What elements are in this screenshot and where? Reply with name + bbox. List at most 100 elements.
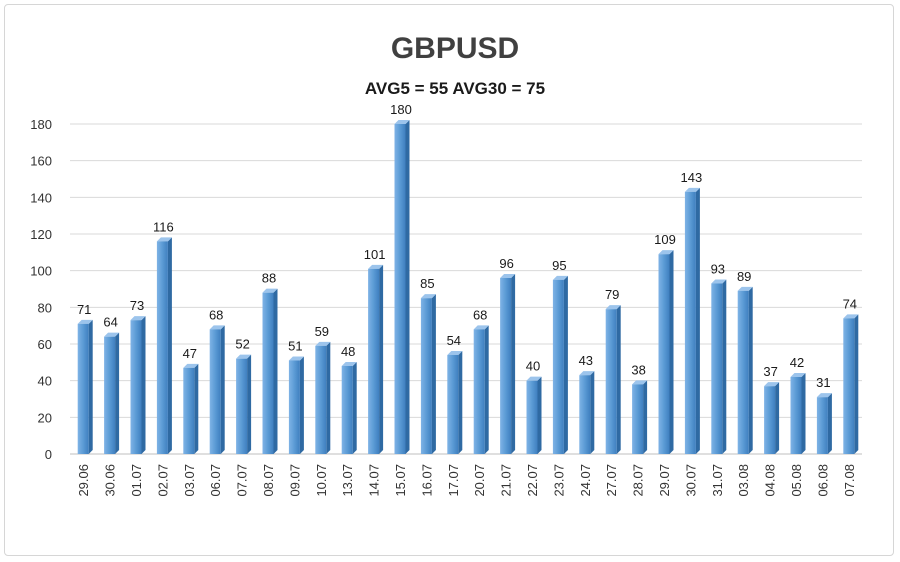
bar-front: [394, 124, 406, 454]
bar-front: [552, 279, 564, 454]
bar: [737, 286, 753, 454]
bar-side: [484, 325, 489, 454]
bar-side: [352, 362, 357, 454]
x-tick-label: 16.07: [419, 464, 434, 497]
bar: [288, 356, 304, 454]
data-label: 79: [605, 287, 619, 302]
data-label: 101: [364, 247, 386, 262]
bar: [579, 371, 595, 454]
bar-side: [273, 288, 278, 454]
bar: [605, 305, 621, 454]
bar-top: [579, 371, 595, 376]
bar-front: [500, 278, 512, 454]
x-tick-label: 03.08: [736, 464, 751, 497]
bar-side: [669, 250, 674, 454]
bar-top: [394, 120, 410, 124]
data-label: 43: [579, 353, 593, 368]
bar-top: [843, 314, 859, 319]
y-tick-label: 160: [30, 154, 52, 169]
bar-top: [341, 362, 357, 366]
bar-top: [658, 250, 674, 255]
bar: [104, 332, 120, 454]
bar-top: [368, 264, 384, 269]
bar: [77, 319, 93, 454]
bar: [711, 279, 727, 454]
bar: [790, 373, 806, 454]
bar-side: [115, 332, 120, 454]
x-tick-label: 20.07: [472, 464, 487, 497]
bar-side: [722, 279, 727, 454]
bar-side: [695, 187, 700, 455]
bar-side: [88, 319, 93, 454]
bar: [341, 362, 357, 454]
data-label: 40: [526, 359, 540, 374]
x-tick-label: 07.07: [235, 464, 250, 497]
bar-top: [288, 356, 304, 361]
data-label: 96: [499, 256, 513, 271]
x-tick-label: 21.07: [499, 464, 514, 497]
bar-front: [605, 309, 617, 454]
x-tick-label: 06.08: [815, 464, 830, 497]
bar-front: [130, 320, 142, 454]
bar-top: [104, 332, 120, 337]
bar: [632, 380, 648, 454]
data-label: 109: [654, 232, 676, 247]
y-tick-label: 100: [30, 264, 52, 279]
y-axis: 0 20 40 60 80 100 120 140 160 180: [30, 117, 52, 462]
bar-top: [77, 319, 93, 324]
x-tick-label: 01.07: [129, 464, 144, 497]
bar-front: [816, 397, 828, 454]
data-label: 180: [390, 102, 412, 117]
bar-side: [590, 371, 595, 454]
bar-top: [420, 294, 436, 299]
data-labels: 71 64 73 116 47 68 52 88 51 59 48 101 180 85 54 68 96 40 9…: [77, 102, 857, 390]
bar-top: [262, 288, 278, 293]
x-tick-label: 23.07: [551, 464, 566, 497]
bar: [764, 382, 780, 454]
bar-front: [737, 290, 749, 454]
x-tick-label: 10.07: [314, 464, 329, 497]
x-tick-label: 04.08: [763, 464, 778, 497]
bar: [816, 393, 832, 454]
bar-side: [431, 294, 436, 454]
bar-side: [405, 120, 410, 454]
bar: [183, 363, 199, 454]
bar-top: [447, 351, 463, 355]
bar-side: [299, 356, 304, 454]
bar-side: [458, 351, 463, 454]
bar-front: [77, 323, 89, 454]
x-tick-label: 17.07: [446, 464, 461, 497]
data-label: 54: [447, 333, 461, 348]
bar-side: [326, 341, 331, 454]
bar-front: [447, 355, 459, 454]
bar-front: [526, 380, 538, 454]
x-tick-label: 13.07: [340, 464, 355, 497]
data-label: 68: [473, 307, 487, 322]
bar-top: [156, 237, 172, 242]
bar-side: [247, 354, 252, 454]
bar-side: [748, 286, 753, 454]
x-tick-label: 27.07: [604, 464, 619, 497]
bar-top: [816, 393, 832, 398]
bar-front: [315, 345, 327, 454]
bar-side: [379, 264, 384, 454]
data-label: 42: [790, 355, 804, 370]
bar-front: [183, 367, 195, 454]
data-label: 68: [209, 307, 223, 322]
data-label: 38: [631, 362, 645, 377]
bar-side: [511, 274, 516, 454]
x-tick-label: 22.07: [525, 464, 540, 497]
bar-top: [684, 187, 700, 192]
bar-top: [183, 363, 199, 368]
bar-front: [104, 336, 116, 454]
bar-side: [194, 363, 199, 454]
bar: [658, 250, 674, 454]
y-tick-label: 140: [30, 190, 52, 205]
x-tick-label: 07.08: [842, 464, 857, 497]
bar: [315, 341, 331, 454]
bar-front: [579, 375, 591, 454]
bar-front: [236, 358, 248, 454]
gridlines: [70, 123, 862, 455]
y-tick-label: 120: [30, 227, 52, 242]
